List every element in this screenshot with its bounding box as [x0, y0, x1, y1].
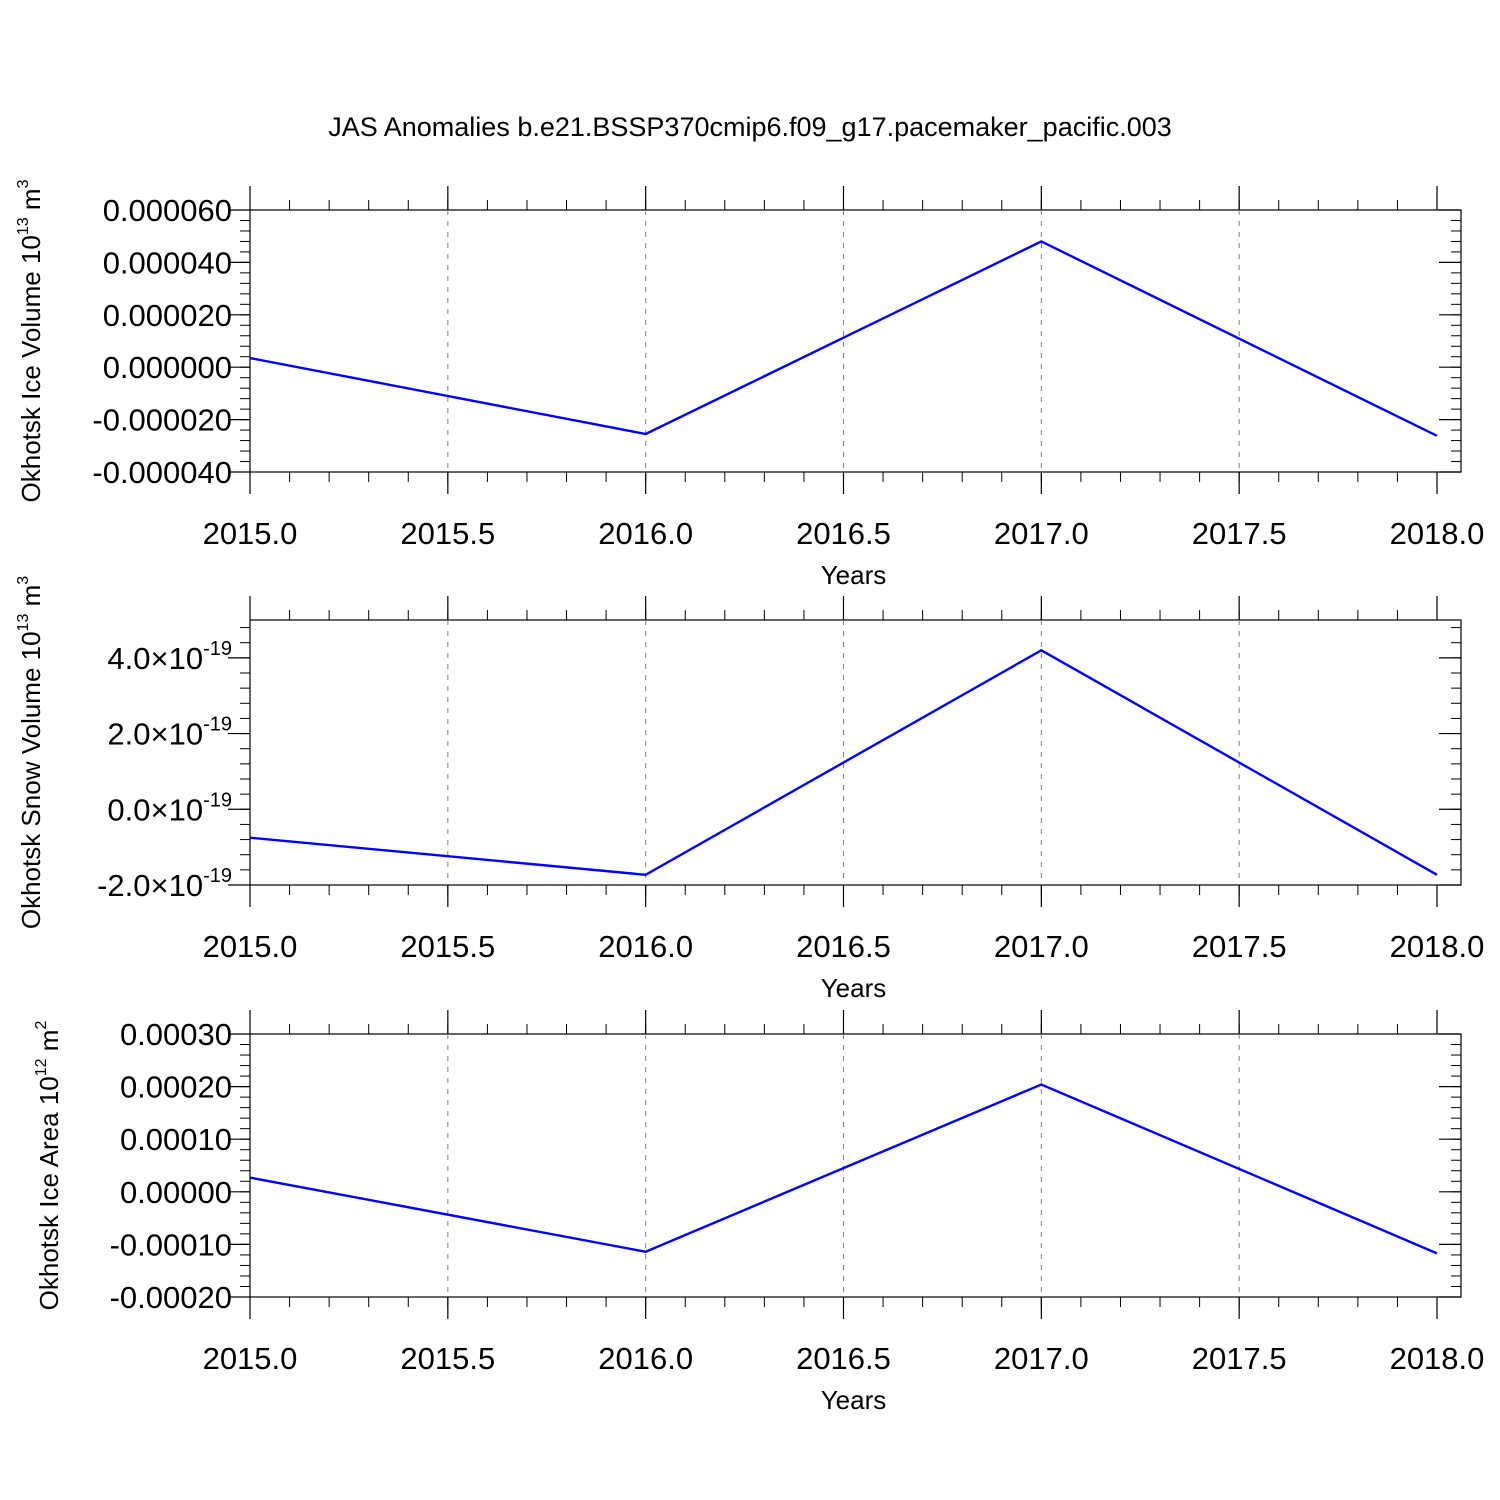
series-line	[249, 240, 1438, 437]
plot-frame	[249, 209, 1462, 473]
x-tick-label: 2015.0	[203, 516, 298, 551]
x-tick-label: 2018.0	[1390, 1341, 1485, 1376]
x-axis-label: Years	[821, 1385, 887, 1415]
y-tick-label: 0.000040	[103, 245, 232, 280]
x-tick-label: 2016.0	[598, 1341, 693, 1376]
x-tick-label: 2017.0	[994, 929, 1089, 964]
y-tick-label: 2.0×10-19	[107, 714, 232, 752]
x-tick-label: 2015.5	[400, 1341, 495, 1376]
y-tick-label: -0.000040	[92, 455, 232, 490]
x-tick-label: 2015.5	[400, 929, 495, 964]
x-tick-label: 2015.0	[203, 929, 298, 964]
x-tick-label: 2016.5	[796, 516, 891, 551]
x-tick-label: 2017.5	[1192, 1341, 1287, 1376]
x-tick-label: 2017.5	[1192, 516, 1287, 551]
y-axis-label: Okhotsk Snow Volume 1013 m3	[15, 576, 46, 929]
x-tick-label: 2017.0	[994, 516, 1089, 551]
y-axis-label: Okhotsk Ice Volume 1013 m3	[15, 179, 46, 502]
y-tick-label: 4.0×10-19	[107, 638, 232, 676]
y-tick-label: 0.000000	[103, 350, 232, 385]
x-tick-label: 2016.0	[598, 516, 693, 551]
y-tick-label: 0.00020	[120, 1070, 232, 1105]
panel-2: 2015.0 2015.5 2016.0 2016.5 2017.0 2017.5 2018…	[15, 576, 1484, 1003]
x-tick-label: 2016.5	[796, 929, 891, 964]
y-tick-label: 0.0×10-19	[107, 789, 232, 827]
x-tick-label: 2017.5	[1192, 929, 1287, 964]
series-line	[249, 648, 1438, 877]
y-tick-label: -2.0×10-19	[97, 865, 232, 903]
x-tick-label: 2018.0	[1390, 516, 1485, 551]
y-tick-label: -0.000020	[92, 403, 232, 438]
x-tick-label: 2015.0	[203, 1341, 298, 1376]
x-tick-label: 2017.0	[994, 1341, 1089, 1376]
x-tick-label: 2016.5	[796, 1341, 891, 1376]
chart-title: JAS Anomalies b.e21.BSSP370cmip6.f09_g17…	[328, 112, 1172, 142]
series-line	[249, 1083, 1438, 1255]
y-tick-label: 0.000020	[103, 298, 232, 333]
y-tick-label: 0.00030	[120, 1017, 232, 1052]
plot-frame	[249, 1033, 1462, 1298]
panel-3: 2015.0 2015.5 2016.0 2016.5 2017.0 2017.5 2018…	[33, 1010, 1484, 1415]
y-tick-label: 0.00000	[120, 1175, 232, 1210]
plot-frame	[249, 619, 1462, 886]
x-tick-label: 2016.0	[598, 929, 693, 964]
panel-1: 2015.0 2015.5 2016.0 2016.5 2017.0 2017.5 2018…	[15, 179, 1484, 590]
y-tick-label: -0.00010	[110, 1227, 232, 1262]
panels: 2015.0 2015.5 2016.0 2016.5 2017.0 2017.5 2018…	[15, 179, 1484, 1415]
y-tick-label: 0.00010	[120, 1122, 232, 1157]
y-tick-label: 0.000060	[103, 193, 232, 228]
x-tick-label: 2015.5	[400, 516, 495, 551]
x-axis-label: Years	[821, 973, 887, 1003]
y-axis-label: Okhotsk Ice Area 1012 m2	[33, 1021, 64, 1311]
y-tick-label: -0.00020	[110, 1280, 232, 1315]
x-axis-label: Years	[821, 560, 887, 590]
x-tick-label: 2018.0	[1390, 929, 1485, 964]
